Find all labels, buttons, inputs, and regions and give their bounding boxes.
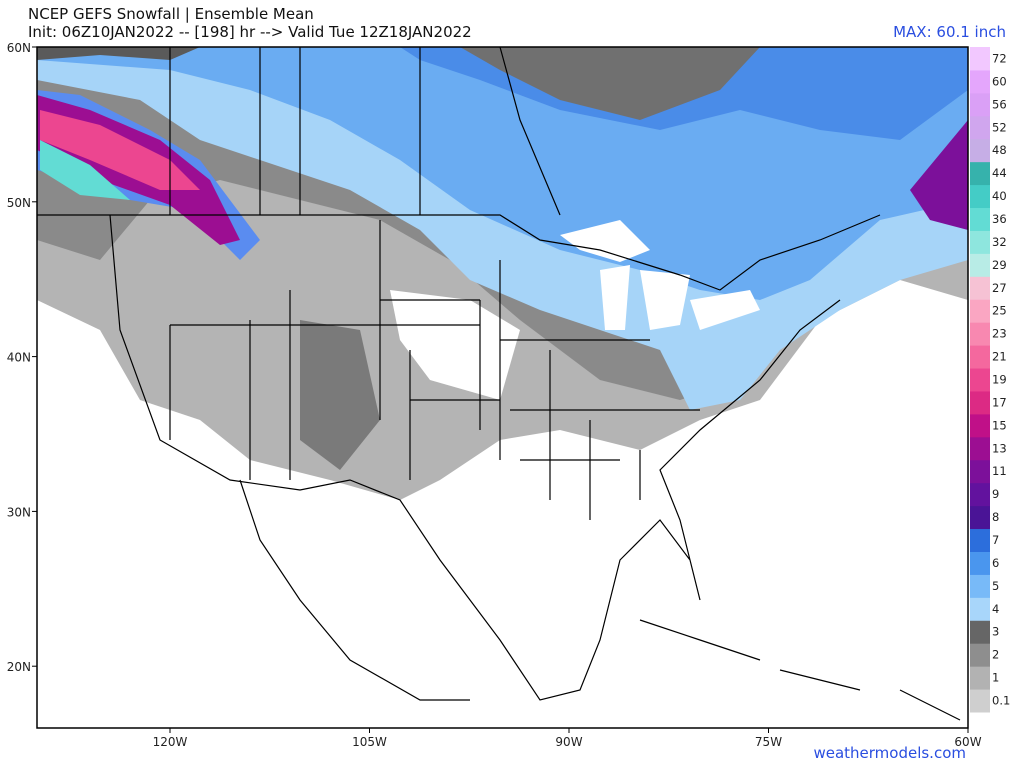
subtitle: Init: 06Z10JAN2022 -- [198] hr --> Valid…	[28, 23, 472, 41]
colorbar-label: 7	[992, 533, 999, 547]
colorbar-swatch	[970, 47, 990, 71]
colorbar-label: 13	[992, 441, 1007, 455]
colorbar-swatch	[970, 69, 990, 94]
colorbar-label: 4	[992, 602, 999, 616]
colorbar-label: 9	[992, 487, 999, 501]
colorbar-swatch	[970, 322, 990, 346]
colorbar-swatch	[970, 505, 990, 530]
colorbar-label: 2	[992, 648, 999, 662]
colorbar-swatch	[970, 299, 990, 323]
colorbar-swatch	[970, 207, 990, 231]
colorbar-label: 56	[992, 97, 1007, 111]
colorbar-swatch	[970, 368, 990, 392]
colorbar-swatch	[970, 597, 990, 621]
colorbar-label: 29	[992, 258, 1007, 272]
colorbar-swatch	[970, 436, 990, 461]
colorbar-label: 19	[992, 373, 1007, 387]
lon-label: 90W	[555, 735, 582, 749]
lat-label: 60N	[7, 41, 31, 55]
colorbar-label: 27	[992, 281, 1007, 295]
colorbar-swatch	[970, 92, 990, 117]
colorbar-swatch	[970, 551, 990, 575]
colorbar-swatch	[970, 184, 990, 209]
lat-label: 30N	[7, 505, 31, 519]
lat-label: 40N	[7, 351, 31, 365]
axes: 60N 50N 40N 30N 20N 120W 105W 90W 75W 60W	[7, 41, 982, 749]
colorbar-swatch	[970, 482, 990, 507]
colorbar-swatch	[970, 253, 990, 277]
colorbar-label: 32	[992, 235, 1007, 249]
colorbar-swatch	[970, 413, 990, 438]
lon-label: 75W	[755, 735, 782, 749]
lat-label: 20N	[7, 660, 31, 674]
map	[36, 46, 969, 729]
colorbar-label: 44	[992, 166, 1007, 180]
colorbar-label: 48	[992, 143, 1007, 157]
colorbar-label: 1	[992, 671, 999, 685]
title: NCEP GEFS Snowfall | Ensemble Mean	[28, 5, 314, 23]
colorbar-swatch	[970, 345, 990, 369]
colorbar-label: 15	[992, 418, 1007, 432]
colorbar-label: 52	[992, 120, 1007, 134]
colorbar-label: 72	[992, 51, 1007, 65]
colorbar-label: 60	[992, 74, 1007, 88]
lat-label: 50N	[7, 196, 31, 210]
lon-label: 120W	[153, 735, 188, 749]
colorbar-label: 11	[992, 464, 1007, 478]
colorbar-swatch	[970, 138, 990, 163]
snowfall-field	[37, 47, 968, 728]
colorbar-swatch	[970, 689, 990, 713]
colorbar-swatch	[970, 161, 990, 186]
colorbar-label: 36	[992, 212, 1007, 226]
colorbar-swatch	[970, 276, 990, 300]
colorbar-swatch	[970, 666, 990, 690]
watermark: weathermodels.com	[813, 744, 966, 762]
colorbar-swatch	[970, 459, 990, 484]
colorbar-swatch	[970, 390, 990, 415]
colorbar-swatch	[970, 574, 990, 598]
colorbar-label: 0.1	[992, 694, 1010, 708]
colorbar-label: 23	[992, 327, 1007, 341]
colorbar: 0.11234567891113151719212325272932364044…	[970, 47, 1010, 713]
colorbar-swatch	[970, 643, 990, 667]
colorbar-label: 5	[992, 579, 999, 593]
colorbar-swatch	[970, 230, 990, 254]
lon-label: 60W	[954, 735, 981, 749]
colorbar-swatch	[970, 620, 990, 644]
colorbar-label: 3	[992, 625, 999, 639]
colorbar-label: 17	[992, 395, 1007, 409]
map-frame	[36, 46, 969, 729]
colorbar-label: 6	[992, 556, 999, 570]
colorbar-label: 40	[992, 189, 1007, 203]
colorbar-swatch	[970, 115, 990, 140]
colorbar-label: 8	[992, 510, 999, 524]
max-label: MAX: 60.1 inch	[893, 23, 1006, 41]
colorbar-label: 21	[992, 350, 1007, 364]
colorbar-label: 25	[992, 304, 1007, 318]
lon-label: 105W	[352, 735, 387, 749]
colorbar-swatch	[970, 528, 990, 552]
